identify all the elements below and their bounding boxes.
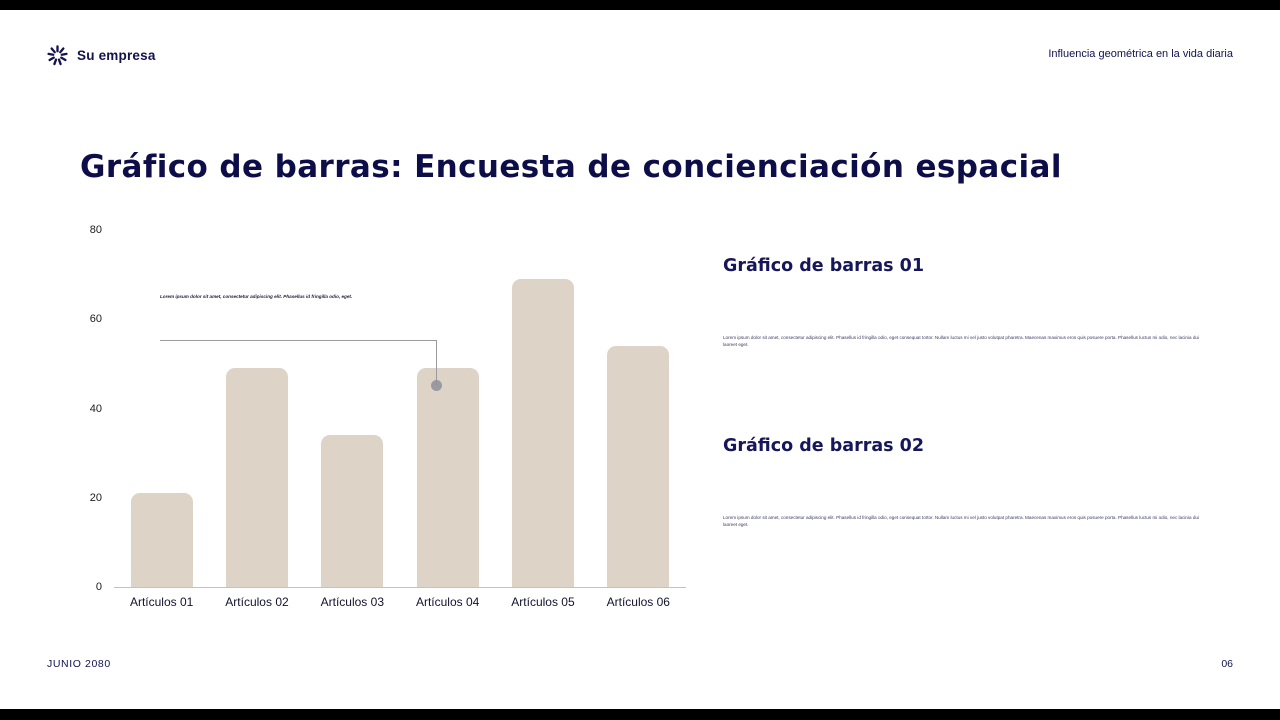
bar-column	[400, 230, 495, 587]
x-axis-labels: Artículos 01 Artículos 02 Artículos 03 Artí…	[114, 595, 686, 609]
header-topic: Influencia geométrica en la vida diaria	[1048, 48, 1233, 60]
bar	[416, 368, 479, 587]
y-axis-tick-label: 80	[89, 224, 102, 236]
page-number: 06	[1221, 658, 1233, 670]
x-axis-label: Artículos 03	[320, 595, 384, 609]
brand: Su empresa	[46, 44, 156, 67]
section-body: Lorem ipsum dolor sit amet, consectetur …	[723, 335, 1199, 347]
bar	[321, 435, 384, 587]
y-axis-tick-label: 60	[89, 313, 102, 326]
y-axis-tick-label: 20	[89, 491, 102, 504]
footer-date: JUNIO 2080	[47, 658, 111, 670]
bar-column	[591, 230, 686, 587]
top-black-bar	[0, 0, 1280, 10]
section-heading: Gráfico de barras 01	[723, 256, 925, 276]
plot-area: Lorem ipsum dolor sit amet, consectetur …	[114, 230, 686, 588]
annotation-marker-dot	[431, 380, 442, 391]
bar	[607, 346, 670, 587]
section-body: Lorem ipsum dolor sit amet, consectetur …	[723, 515, 1199, 527]
x-axis-label: Artículos 05	[511, 595, 575, 609]
x-axis-label: Artículos 01	[129, 595, 194, 609]
x-axis-label: Artículos 06	[606, 595, 670, 609]
bar	[511, 279, 574, 587]
bottom-black-bar	[0, 709, 1280, 720]
starburst-icon	[46, 44, 69, 67]
bar	[225, 368, 288, 587]
brand-name: Su empresa	[77, 48, 156, 63]
x-axis-label: Artículos 04	[415, 595, 480, 609]
bar-column	[495, 230, 590, 587]
bar-column	[114, 230, 209, 587]
annotation-leader-line-vertical	[436, 340, 437, 385]
page-title: Gráfico de barras: Encuesta de concienci…	[80, 148, 1062, 185]
annotation-leader-line	[160, 340, 437, 341]
y-axis-tick-label: 40	[89, 402, 102, 415]
bar-column	[305, 230, 400, 587]
y-axis-tick-label: 0	[95, 581, 102, 593]
section-heading: Gráfico de barras 02	[723, 436, 925, 456]
y-axis: 0 20 40 60 80	[80, 224, 102, 593]
bar	[130, 493, 193, 587]
x-axis-label: Artículos 02	[225, 595, 289, 609]
chart-annotation-text: Lorem ipsum dolor sit amet, consectetur …	[160, 294, 353, 299]
bar-column	[209, 230, 304, 587]
